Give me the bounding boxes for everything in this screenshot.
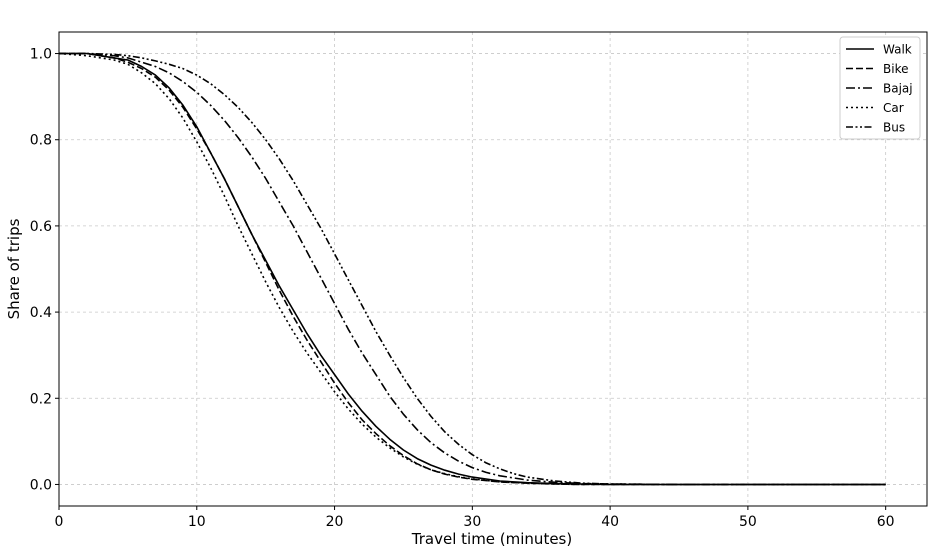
x-tick-label: 20	[326, 514, 344, 530]
x-tick-label: 40	[601, 514, 619, 530]
x-tick-label: 60	[877, 514, 895, 530]
grid	[58, 32, 927, 506]
series-line-bajaj	[59, 52, 886, 486]
y-axis-label: Share of trips	[5, 218, 23, 319]
legend-label-bike: Bike	[883, 62, 908, 76]
series-line-bus	[59, 52, 886, 486]
axes	[58, 31, 928, 507]
ticks: 0 10 20 30 40 50 60 0.0 0.2 0.4 0.6 0.8 1.0	[30, 47, 895, 530]
legend-box	[839, 36, 921, 140]
y-tick-label: 0.8	[30, 133, 52, 149]
x-tick-label: 50	[739, 514, 757, 530]
series-line-bike	[59, 52, 886, 486]
legend-label-bajaj: Bajaj	[883, 82, 913, 96]
legend: Walk Bike Bajaj Car Bus	[839, 36, 921, 140]
x-tick-label: 10	[188, 514, 206, 530]
series-lines	[58, 52, 886, 486]
x-axis-label: Travel time (minutes)	[411, 530, 572, 548]
series-line-walk	[59, 52, 886, 486]
legend-label-bus: Bus	[883, 121, 905, 135]
x-tick-label: 30	[463, 514, 481, 530]
legend-label-walk: Walk	[883, 43, 912, 57]
y-tick-label: 1.0	[30, 47, 52, 63]
x-tick-label: 0	[55, 514, 64, 530]
y-tick-label: 0.0	[30, 477, 52, 493]
y-tick-label: 0.6	[30, 219, 52, 235]
y-tick-label: 0.2	[30, 391, 52, 407]
plot-frame	[58, 31, 928, 507]
y-tick-label: 0.4	[30, 305, 52, 321]
legend-label-car: Car	[883, 101, 904, 115]
